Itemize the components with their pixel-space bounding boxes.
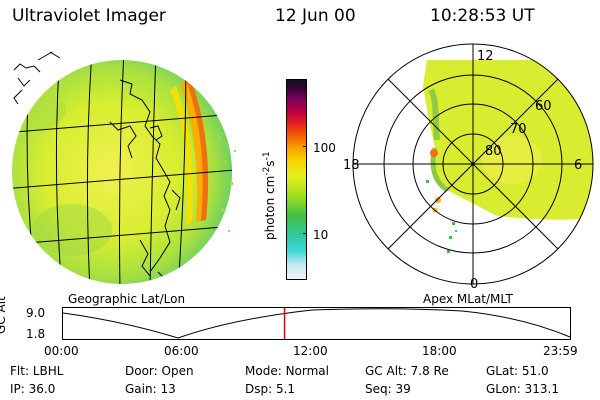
instrument-title: Ultraviolet Imager <box>12 6 166 26</box>
info-gc-alt: GC Alt: 7.8 Re <box>365 364 449 378</box>
flt-value: LBHL <box>32 364 64 378</box>
colorbar-unit-label: photon cm-2s-1 <box>262 151 277 240</box>
time-label: 10:28:53 UT <box>430 6 535 26</box>
mlat-label-80: 80 <box>485 144 502 159</box>
time-tick-0000: 00:00 <box>44 344 79 358</box>
time-tick-1800: 18:00 <box>422 344 457 358</box>
date-label: 12 Jun 00 <box>275 6 356 26</box>
colorbar-tick-100: 100 <box>313 141 336 155</box>
mode-value: Normal <box>285 364 329 378</box>
gcalt-value: 7.8 Re <box>410 364 449 378</box>
altitude-tick-9: 9.0 <box>26 306 46 320</box>
info-seq: Seq: 39 <box>365 382 411 396</box>
mlat-label-70: 70 <box>510 122 527 137</box>
glat-value: 51.0 <box>521 364 549 378</box>
mlt-label-0: 0 <box>470 277 478 292</box>
info-glat: GLat: 51.0 <box>486 364 549 378</box>
time-tick-0600: 06:00 <box>164 344 199 358</box>
glon-value: 313.1 <box>524 382 559 396</box>
time-tick-2359: 23:59 <box>543 344 578 358</box>
apex-panel-label: Apex MLat/MLT <box>423 292 513 306</box>
geographic-globe-image <box>12 51 236 284</box>
colorbar-gradient <box>286 79 307 280</box>
colorbar-tick-10: 10 <box>313 228 329 242</box>
info-door: Door: Open <box>125 364 194 378</box>
altitude-orbit-plot <box>62 307 571 340</box>
colorbar-tick-mark <box>303 146 307 147</box>
altitude-orbit-curve <box>62 308 571 339</box>
ip-value: 36.0 <box>28 382 56 396</box>
seq-value: 39 <box>395 382 411 396</box>
info-ip: IP: 36.0 <box>10 382 56 396</box>
info-dsp: Dsp: 5.1 <box>245 382 296 396</box>
door-value: Open <box>161 364 194 378</box>
info-gain: Gain: 13 <box>125 382 176 396</box>
mlat-label-60: 60 <box>535 99 552 114</box>
mlt-label-12: 12 <box>477 49 494 64</box>
altitude-tick-1-8: 1.8 <box>26 327 46 341</box>
dsp-value: 5.1 <box>275 382 296 396</box>
info-flt: Flt: LBHL <box>10 364 64 378</box>
gain-value: 13 <box>160 382 176 396</box>
mlt-label-18: 18 <box>343 158 360 173</box>
mlt-label-6: 6 <box>574 158 582 173</box>
info-glon: GLon: 313.1 <box>486 382 559 396</box>
polar-mlat-mlt-plot: 12 18 6 0 60 70 80 <box>343 43 594 292</box>
altitude-axis-label: GC Alt <box>0 296 8 334</box>
info-mode: Mode: Normal <box>245 364 329 378</box>
colorbar-tick-mark <box>303 233 307 234</box>
time-tick-1200: 12:00 <box>293 344 328 358</box>
geographic-panel-label: Geographic Lat/Lon <box>68 292 186 306</box>
